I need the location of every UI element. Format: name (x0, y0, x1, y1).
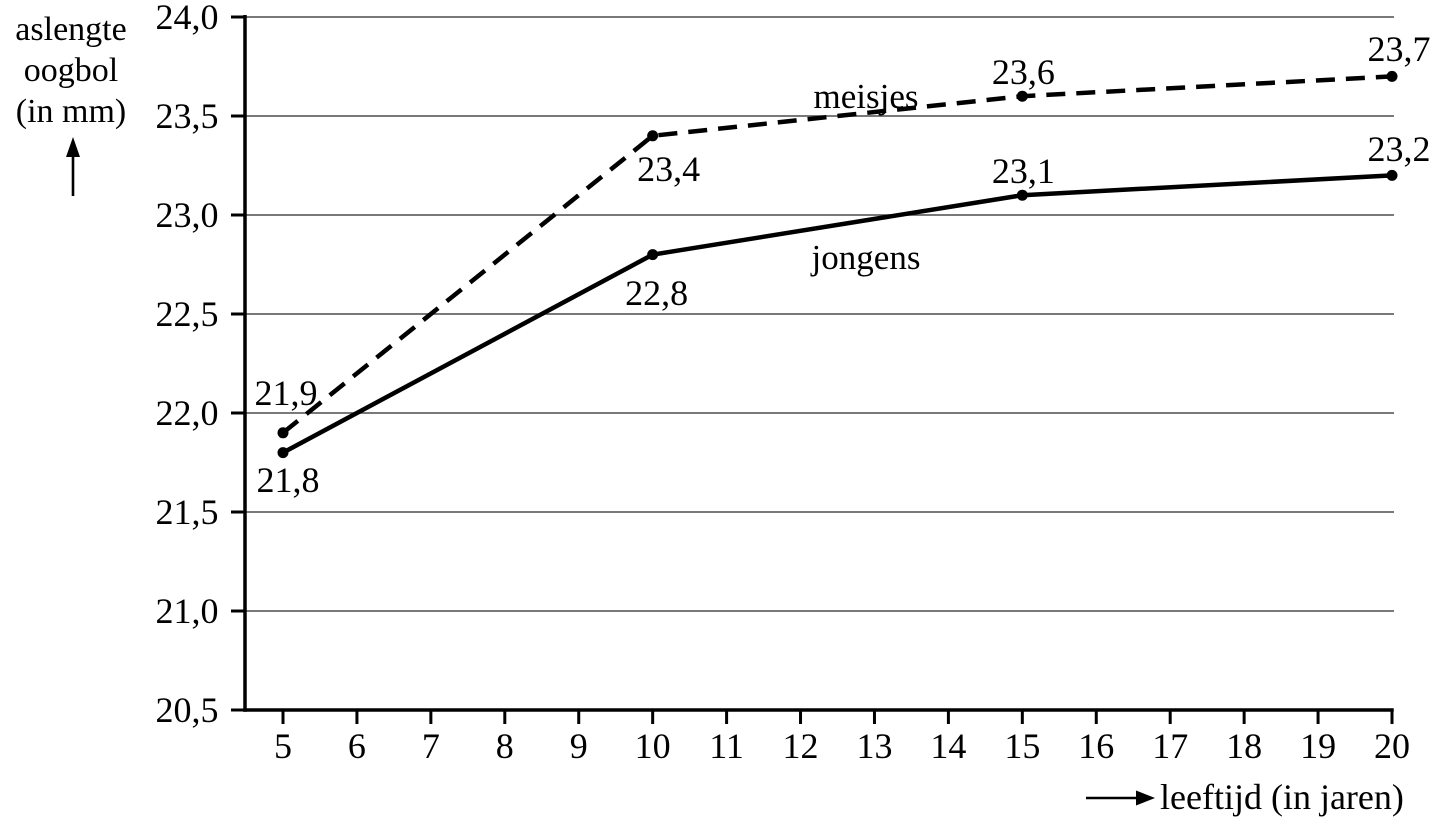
point-label-jongens: 21,8 (256, 459, 320, 500)
data-point-meisjes (647, 130, 659, 142)
x-tick-label: 18 (1226, 726, 1263, 766)
y-tick-label: 22,0 (155, 393, 219, 433)
x-tick-label: 10 (634, 726, 671, 766)
data-point-jongens (277, 447, 289, 459)
point-label-meisjes: 23,6 (991, 52, 1055, 93)
point-label-jongens: 23,2 (1367, 129, 1431, 170)
x-tick-label: 20 (1374, 726, 1410, 766)
point-label-jongens: 22,8 (625, 272, 689, 313)
series-line-jongens (281, 173, 1393, 455)
x-tick-label: 11 (709, 726, 744, 766)
x-tick-label: 14 (930, 726, 967, 766)
x-tick-label: 8 (495, 726, 514, 766)
x-tick-label: 6 (347, 726, 366, 766)
data-point-meisjes (1016, 90, 1028, 102)
x-tick-label: 13 (856, 726, 893, 766)
x-tick-label: 12 (782, 726, 819, 766)
point-label-meisjes: 23,7 (1367, 29, 1431, 70)
point-label-meisjes: 21,9 (254, 372, 318, 413)
y-tick-label: 22,5 (155, 294, 219, 334)
point-label-meisjes: 23,4 (637, 148, 701, 189)
x-tick-label: 9 (569, 726, 588, 766)
up-arrow-icon-head (66, 137, 80, 157)
x-tick-label: 5 (274, 726, 292, 766)
y-tick-label: 24,0 (155, 0, 219, 37)
y-axis-title-line: aslengte (15, 11, 127, 48)
x-tick-label: 15 (1004, 726, 1041, 766)
y-axis-title-line: oogbol (23, 52, 119, 89)
y-tick-label: 23,5 (155, 96, 219, 136)
y-tick-label: 23,0 (155, 195, 219, 235)
x-tick-label: 17 (1152, 726, 1189, 766)
series-line-meisjes (281, 74, 1393, 435)
y-axis-title: aslengte oogbol (in mm) (2, 9, 140, 132)
data-point-jongens (647, 249, 659, 261)
series-name-label-meisjes: meisjes (813, 77, 919, 116)
x-tick-label: 16 (1078, 726, 1115, 766)
y-tick-label: 21,0 (155, 591, 219, 631)
x-tick-label: 19 (1300, 726, 1337, 766)
data-point-meisjes (277, 427, 289, 439)
data-point-meisjes (1386, 70, 1398, 82)
data-point-jongens (1016, 189, 1028, 201)
data-point-jongens (1386, 169, 1398, 181)
point-label-jongens: 23,1 (991, 151, 1055, 192)
x-axis-title: leeftijd (in jaren) (1160, 777, 1404, 817)
y-axis-title-line: (in mm) (15, 93, 127, 130)
series-name-label-jongens: jongens (811, 238, 921, 277)
right-arrow-icon-head (1136, 790, 1155, 806)
y-tick-label: 21,5 (155, 492, 219, 532)
y-tick-label: 20,5 (155, 690, 219, 730)
x-tick-label: 7 (421, 726, 440, 766)
